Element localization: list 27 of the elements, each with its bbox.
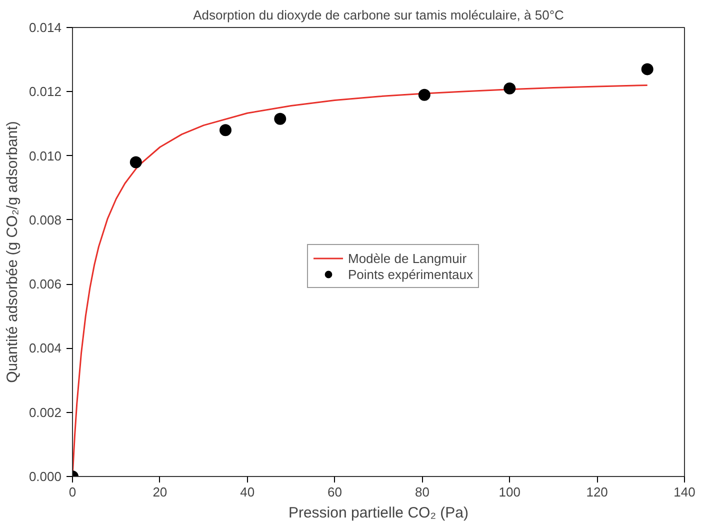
y-tick-label: 0.008 [28,212,62,228]
point [274,112,286,125]
y-tick-label: 0.004 [28,340,62,356]
legend-label: Modèle de Langmuir [348,250,467,266]
x-axis-title: Pression partielle CO₂ (Pa) [288,504,469,522]
y-tick-label: 0.010 [28,148,62,164]
x-tick-label: 20 [152,484,168,500]
point [418,88,430,101]
legend-label: Points expérimentaux [348,266,474,282]
y-tick-label: 0.000 [28,469,62,484]
point [641,63,654,76]
chart-title: Adsorption du dioxyde de carbone sur tamis moléculaire, à 50°C [193,8,564,22]
y-tick-label: 0.012 [28,84,62,100]
point [130,156,142,168]
point [504,82,516,94]
y-axis-title: Quantité adsorbée (g CO₂/g adsorbant) [4,121,21,383]
x-tick-label: 100 [498,484,520,500]
y-tick-label: 0.014 [28,20,62,35]
x-tick-label: 60 [328,484,342,500]
point [220,124,232,136]
y-tick-label: 0.002 [28,404,62,420]
x-tick-label: 40 [240,484,255,500]
x-tick-label: 80 [414,484,430,500]
y-tick-label: 0.006 [28,276,62,292]
x-tick-label: 140 [674,484,696,500]
x-tick-label: 0 [68,484,76,500]
x-tick-label: 120 [586,484,608,500]
